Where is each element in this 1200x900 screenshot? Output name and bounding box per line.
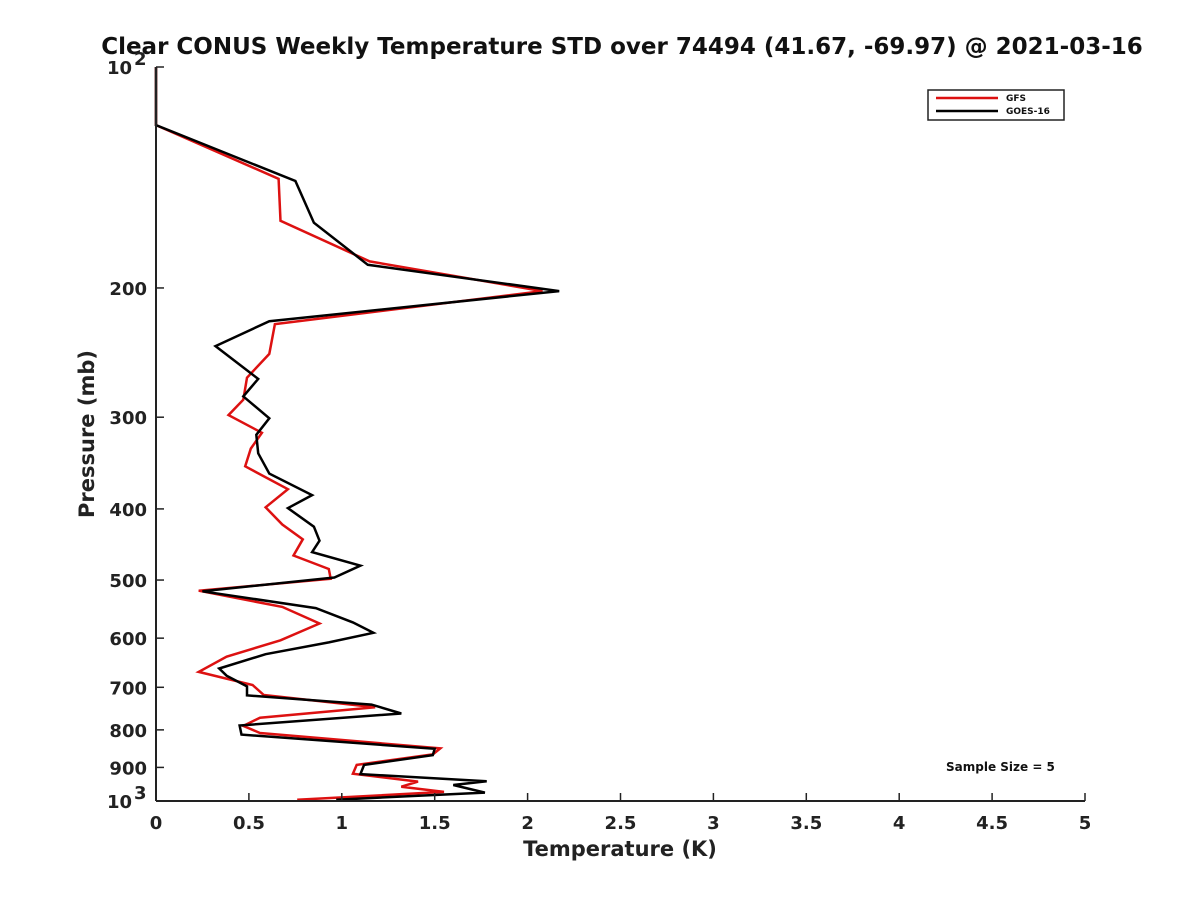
legend-label-gfs: GFS — [1006, 94, 1026, 104]
legend-box — [927, 89, 1065, 121]
x-axis-label: Temperature (K) — [523, 837, 717, 861]
y-tick-label: 10 — [107, 792, 132, 813]
y-tick-label: 800 — [109, 721, 147, 742]
x-tick-label: 0 — [150, 813, 163, 834]
sample-size-annotation: Sample Size = 5 — [946, 760, 1055, 774]
x-tick-label: 3 — [707, 813, 720, 834]
x-tick-label: 0.5 — [233, 813, 265, 834]
x-tick-label: 1 — [336, 813, 349, 834]
legend: GFS GOES-16 — [927, 89, 1065, 121]
x-tick-label: 3.5 — [790, 813, 822, 834]
x-tick-label: 5 — [1079, 813, 1092, 834]
x-tick-label: 4 — [893, 813, 906, 834]
x-tick-label: 1.5 — [419, 813, 451, 834]
series-line-goes16 — [154, 67, 560, 801]
y-axis-label: Pressure (mb) — [75, 350, 99, 518]
x-tick-label: 2 — [521, 813, 534, 834]
x-tick-label: 2.5 — [605, 813, 637, 834]
y-tick-label: 400 — [109, 500, 147, 521]
y-tick-label: 700 — [109, 678, 147, 699]
chart-title: Clear CONUS Weekly Temperature STD over … — [101, 34, 1143, 60]
x-axis-ticks: 0 0.5 1 1.5 2 2.5 3 3.5 4 4.5 5 — [150, 793, 1092, 834]
y-tick-exponent: 2 — [134, 49, 147, 70]
x-tick-label: 4.5 — [976, 813, 1008, 834]
legend-label-goes16: GOES-16 — [1006, 107, 1050, 117]
y-tick-label: 600 — [109, 629, 147, 650]
y-tick-label: 10 — [107, 58, 132, 79]
y-tick-label: 500 — [109, 571, 147, 592]
y-tick-label: 200 — [109, 279, 147, 300]
y-tick-exponent: 3 — [134, 783, 147, 804]
y-tick-label: 900 — [109, 758, 147, 779]
y-tick-label: 300 — [109, 408, 147, 429]
series-layer — [154, 67, 560, 801]
